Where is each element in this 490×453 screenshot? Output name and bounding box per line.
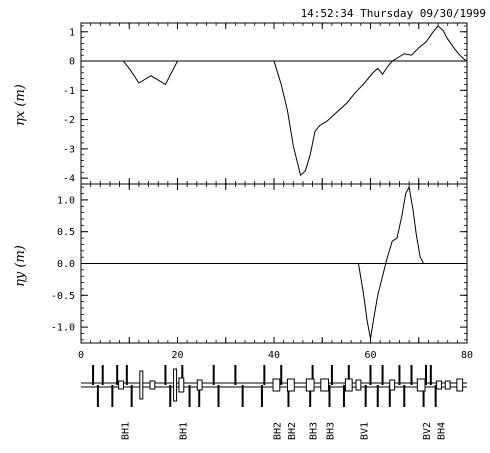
lattice-magnet [149, 380, 156, 390]
eta-y-panel: ηy (m) 1.0 0.5 0.0 -0.5 -1.0 0 20 40 60 80 [13, 183, 473, 361]
magnet-label: BV2 [422, 422, 433, 440]
magnet-label: BH2 [272, 422, 283, 440]
magnet-label: BH2 [287, 422, 298, 440]
s-axis-tick-label: 60 [364, 350, 376, 361]
eta-x-panel: ηx (m) 1 0 -1 -2 -3 -4 [13, 22, 468, 185]
eta-x-y-tick-label: -3 [63, 144, 75, 155]
lattice-magnet [320, 378, 330, 392]
eta-x-frame [80, 22, 468, 185]
lattice-magnet [196, 379, 203, 391]
eta-x-axis-label: ηx (m) [13, 84, 28, 126]
eta-x-y-tick-label: 1 [69, 27, 75, 38]
eta-y-y-tick-label: 1.0 [57, 195, 75, 206]
eta-y-curve-group [81, 185, 467, 339]
eta-y-y-tick-label: -0.5 [51, 291, 75, 302]
lattice-magnet [416, 378, 426, 392]
eta-y-axis-label: ηy (m) [13, 245, 28, 287]
eta-y-dispersion-curve [81, 185, 467, 339]
lattice-magnet [139, 370, 144, 400]
eta-x-dispersion-curve [81, 25, 468, 177]
eta-x-y-tick-label: 0 [69, 57, 75, 68]
lattice-magnet [118, 380, 124, 390]
magnet-label: BH4 [436, 422, 447, 440]
lattice-magnet [344, 378, 353, 392]
magnet-label: BH1 [120, 422, 131, 440]
s-axis-tick-label: 0 [78, 350, 84, 361]
lattice-magnet [272, 378, 281, 392]
lattice-magnet [287, 378, 295, 392]
eta-y-y-tick-label: 0.5 [57, 227, 75, 238]
magnet-label: BH3 [309, 422, 320, 440]
s-axis-ticks: 0 20 40 60 80 [78, 350, 473, 361]
lattice-magnet [178, 377, 185, 393]
s-axis-tick-label: 40 [268, 350, 280, 361]
eta-x-curve-group [81, 25, 468, 177]
eta-x-y-tick-label: -1 [63, 86, 75, 97]
eta-x-y-ticks: 1 0 -1 -2 -3 -4 [63, 23, 468, 185]
s-axis-tick-label: 20 [171, 350, 183, 361]
eta-y-y-ticks: 1.0 0.5 0.0 -0.5 -1.0 [51, 184, 468, 343]
lattice-magnet [456, 378, 464, 392]
eta-x-y-tick-label: -4 [63, 174, 75, 185]
magnet-label: BH3 [325, 422, 336, 440]
lattice-magnet [436, 380, 442, 390]
timestamp: 14:52:34 Thursday 09/30/1999 [301, 7, 486, 20]
eta-y-y-tick-label: 0.0 [57, 259, 75, 270]
lattice-magnet [173, 368, 178, 402]
s-axis-tick-label: 80 [461, 350, 473, 361]
lattice-magnet [389, 379, 396, 391]
magnet-label: BV1 [359, 422, 370, 440]
lattice-magnet [444, 380, 451, 390]
eta-y-y-tick-label: -1.0 [51, 323, 75, 334]
magnet-label: BH1 [178, 422, 189, 440]
lattice-diagram: BH1 BH1 BH2 BH2 BH3 BH3 BV1 BV2 BH4 [81, 365, 467, 440]
lattice-magnet [305, 378, 315, 392]
lattice-magnet [355, 379, 362, 391]
eta-x-y-tick-label: -2 [63, 115, 75, 126]
